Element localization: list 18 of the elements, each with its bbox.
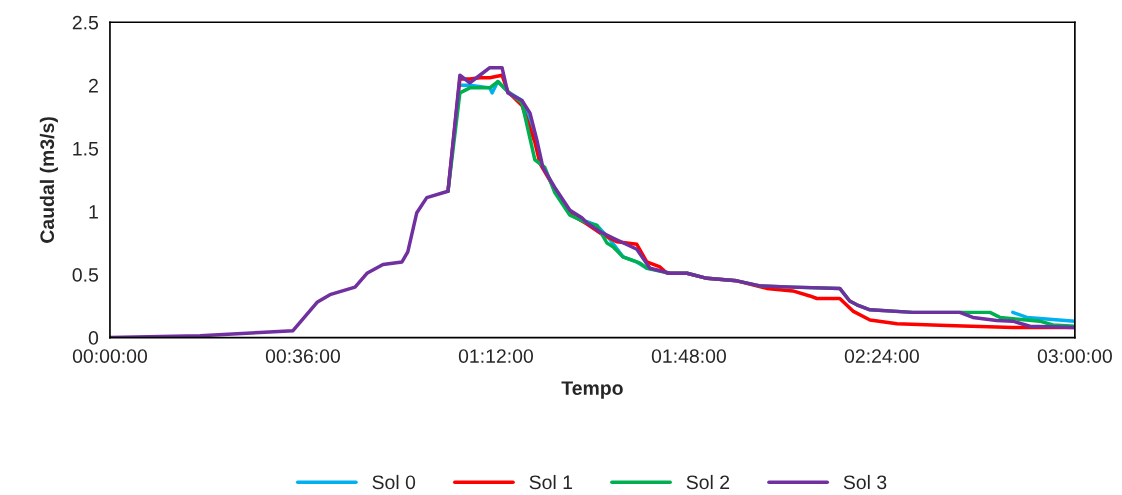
y-tick-label: 1.5 bbox=[73, 142, 99, 156]
legend-label: Sol 2 bbox=[686, 474, 730, 490]
y-tick-label: 0 bbox=[88, 331, 99, 345]
x-axis-title: Tempo bbox=[561, 381, 623, 399]
x-tick-label: 02:24:00 bbox=[844, 349, 919, 363]
x-tick-label: 01:12:00 bbox=[458, 349, 534, 363]
x-tick-label: 00:00:00 bbox=[72, 349, 148, 363]
x-tick-label: 03:00:00 bbox=[1037, 349, 1112, 363]
legend-label: Sol 0 bbox=[372, 474, 416, 490]
y-tick-label: 2.5 bbox=[72, 15, 99, 30]
legend-label: Sol 1 bbox=[529, 474, 573, 490]
x-tick-label: 00:36:00 bbox=[265, 349, 341, 363]
y-tick-label: 1 bbox=[89, 205, 98, 219]
y-tick-label: 2 bbox=[89, 78, 98, 93]
y-tick-label: 0.5 bbox=[72, 267, 99, 282]
y-axis-title: Caudal (m3/s) bbox=[39, 117, 58, 243]
x-tick-label: 01:48:00 bbox=[651, 349, 726, 363]
legend-label: Sol 3 bbox=[843, 474, 887, 490]
